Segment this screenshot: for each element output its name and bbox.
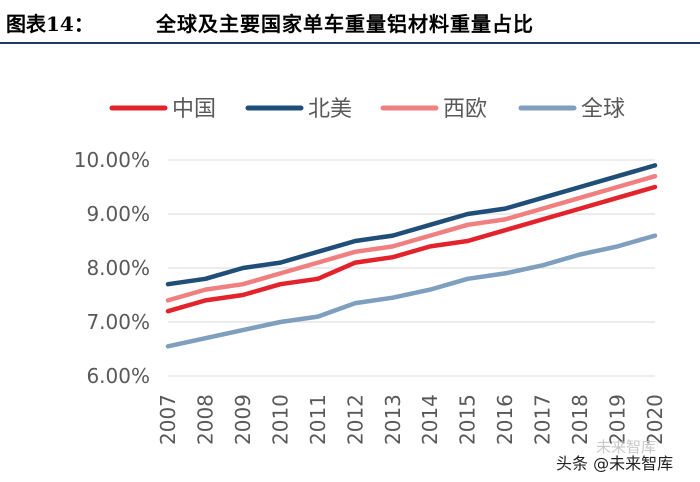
series-line-中国 [165, 184, 658, 314]
x-tick-label: 2019 [606, 394, 630, 445]
y-tick-label: 7.00% [86, 310, 150, 334]
y-tick-label: 10.00% [74, 148, 150, 172]
y-tick-label: 8.00% [86, 256, 150, 280]
series-line-全球 [165, 233, 658, 349]
figure-title: 全球及主要国家单车重量铝材料重量占比 [156, 12, 534, 36]
y-tick-label: 9.00% [86, 202, 150, 226]
series-line-西欧 [165, 173, 658, 303]
x-tick-label: 2011 [306, 394, 330, 445]
x-tick-label: 2010 [268, 394, 292, 445]
x-tick-label: 2007 [156, 394, 180, 445]
watermark-faint: 未来智库 [596, 438, 657, 456]
header-divider [0, 42, 700, 44]
figure-header: 图表14： 全球及主要国家单车重量铝材料重量占比 [0, 0, 700, 44]
watermark: 头条 @未来智库 [556, 454, 674, 473]
legend-label-北美: 北美 [308, 97, 352, 122]
legend-label-全球: 全球 [581, 97, 625, 122]
series-line-北美 [165, 163, 658, 287]
legend-label-中国: 中国 [172, 97, 216, 122]
series-lines [165, 163, 658, 349]
x-tick-label: 2016 [493, 394, 517, 445]
x-tick-label: 2015 [456, 394, 480, 445]
x-tick-label: 2009 [231, 394, 255, 445]
x-tick-label: 2020 [643, 394, 667, 445]
x-tick-label: 2013 [381, 394, 405, 445]
y-axis-ticks: 6.00% 7.00% 8.00% 9.00% 10.00% [74, 148, 150, 388]
x-tick-label: 2018 [568, 394, 592, 445]
legend: 中国 北美 西欧 全球 [109, 97, 625, 122]
x-tick-label: 2008 [193, 394, 217, 445]
legend-label-西欧: 西欧 [443, 97, 487, 122]
x-tick-label: 2014 [418, 394, 442, 445]
y-tick-label: 6.00% [86, 364, 150, 388]
x-axis-ticks: 2007 2008 2009 2010 2011 2012 2013 2014 2015 2016… [156, 394, 667, 445]
figure-label: 图表14： [6, 12, 94, 36]
x-tick-label: 2017 [531, 394, 555, 445]
x-tick-label: 2012 [343, 394, 367, 445]
